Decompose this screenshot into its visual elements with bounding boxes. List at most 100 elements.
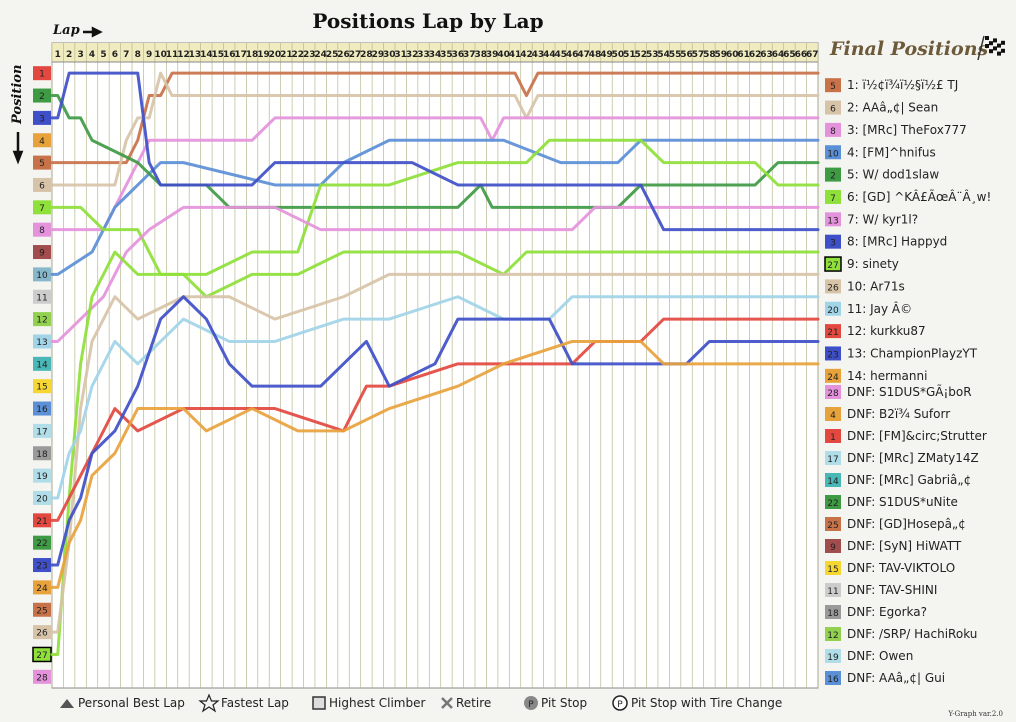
lap-number: 65 [783, 50, 796, 60]
position-badge [33, 625, 51, 640]
dnf-badge-number: 1 [830, 433, 836, 443]
personal-best-icon [60, 699, 74, 708]
dnf-label: DNF: [FM]&circ;Strutter [847, 429, 987, 443]
flag-pole [977, 35, 985, 61]
position-badge [33, 312, 51, 327]
position-number: 5 [39, 159, 45, 169]
position-badge [33, 133, 51, 148]
final-positions-title: Final Positions [829, 38, 989, 60]
lap-number: 41 [509, 50, 522, 60]
position-number: 8 [39, 226, 45, 236]
final-badge-number: 24 [827, 373, 839, 383]
position-number: 27 [36, 651, 47, 661]
lap-number: 6 [112, 50, 118, 60]
position-badge [33, 558, 51, 573]
position-badge [33, 535, 51, 550]
position-badge [33, 155, 51, 170]
y-axis-arrow-icon [12, 132, 24, 165]
position-number: 13 [36, 338, 47, 348]
position-number: 20 [36, 494, 48, 504]
pit-stop-icon-letter: P [528, 700, 534, 710]
flag-square [993, 46, 997, 51]
series-line [50, 295, 820, 500]
final-badge [825, 167, 841, 182]
dnf-badge [825, 649, 841, 663]
dnf-badge [825, 671, 841, 685]
legend-pit-stop: Pit Stop [541, 696, 587, 710]
checkered-flag-icon [977, 35, 1005, 61]
legend-pit-tire: Pit Stop with Tire Change [631, 696, 782, 710]
dnf-label: DNF: S1DUS*GÃ¡boR [847, 384, 972, 399]
position-number: 17 [36, 427, 47, 437]
lap-number: 9 [146, 50, 152, 60]
dnf-label: DNF: [SyN] HiWATT [847, 539, 962, 553]
position-number: 3 [39, 114, 45, 124]
position-badge [33, 468, 51, 483]
legend-highest-climber: Highest Climber [329, 696, 425, 710]
dnf-badge-number: 25 [827, 521, 838, 531]
position-number: 24 [36, 584, 48, 594]
lap-number: 25 [326, 50, 339, 60]
lap-number: 16 [223, 50, 236, 60]
series-line [50, 94, 820, 209]
final-badge-number: 10 [827, 149, 839, 159]
dnf-badge [825, 539, 841, 553]
final-badge-number: 2 [830, 172, 836, 182]
lap-number: 52 [635, 50, 648, 60]
position-number: 11 [36, 293, 47, 303]
dnf-label: DNF: [MRc] ZMaty14Z [847, 451, 979, 465]
dnf-badge-number: 18 [827, 609, 839, 619]
lap-number: 50 [612, 50, 625, 60]
final-badge-number: 8 [830, 127, 836, 137]
lap-number: 17 [234, 50, 247, 60]
position-number: 21 [36, 517, 47, 527]
lap-number: 4 [89, 50, 95, 60]
dnf-badge [825, 473, 841, 487]
dnf-label: DNF: AAâ„¢| Gui [847, 671, 945, 685]
pit-stop-icon [524, 696, 538, 710]
final-badge [825, 145, 841, 160]
dnf-badge-number: 28 [827, 389, 839, 399]
lap-number: 12 [177, 50, 190, 60]
lap-number: 29 [372, 50, 385, 60]
position-number: 14 [36, 360, 48, 370]
position-number: 23 [36, 562, 47, 572]
lap-number: 46 [566, 50, 579, 60]
dnf-label: DNF: [MRc] Gabriâ„¢ [847, 473, 971, 487]
position-badge [33, 222, 51, 237]
position-number: 7 [39, 204, 45, 214]
final-position-label: 9: sinety [847, 257, 899, 271]
y-axis-label: Position [10, 65, 25, 125]
dnf-label: DNF: B2ï¾ Suforr [847, 407, 950, 421]
lap-number: 48 [589, 50, 602, 60]
position-badge [33, 446, 51, 461]
final-badge [825, 100, 841, 115]
final-badge-number: 21 [827, 328, 838, 338]
dnf-badge [825, 429, 841, 443]
dnf-badge [825, 407, 841, 421]
final-position-label: 1: ï½¢ï¾ï½§ï½£ TJ [847, 78, 958, 92]
final-position-label: 4: [FM]^hnifus [847, 145, 936, 159]
dnf-badge [825, 583, 841, 597]
dnf-badge-number: 11 [827, 587, 838, 597]
position-badge [33, 379, 51, 394]
position-number: 26 [36, 629, 48, 639]
lap-number: 21 [280, 50, 293, 60]
lap-number: 64 [772, 50, 785, 60]
legend: Personal Best Lap Fastest Lap Highest Clim… [60, 693, 782, 713]
series-line [50, 71, 820, 232]
dnf-badge-number: 22 [827, 499, 838, 509]
position-badge [33, 513, 51, 528]
flag-square [997, 43, 1001, 48]
final-badge [825, 346, 841, 361]
lap-number: 23 [303, 50, 316, 60]
dnf-badge [825, 517, 841, 531]
position-badge [33, 289, 51, 304]
flag-square [993, 38, 997, 43]
position-number: 18 [36, 450, 48, 460]
position-number: 22 [36, 539, 47, 549]
pit-tire-icon-letter: P [617, 700, 623, 710]
lap-number: 3 [77, 50, 83, 60]
lap-number: 67 [806, 50, 819, 60]
final-badge-number: 7 [830, 194, 836, 204]
